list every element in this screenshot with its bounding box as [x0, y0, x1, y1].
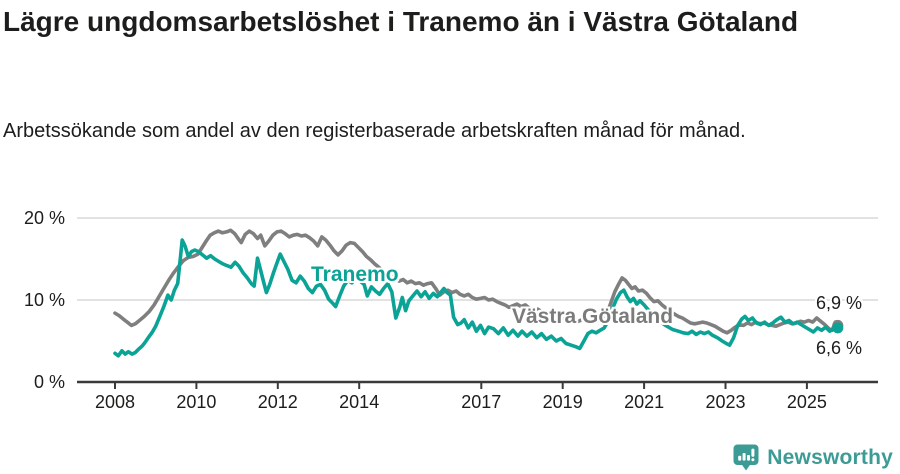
series-label-vastra-gotaland: Västra Götaland — [512, 305, 674, 328]
logo-exclamation-dot — [751, 458, 755, 462]
y-tick-label: 10 % — [23, 290, 65, 310]
x-tick-label: 2019 — [542, 392, 583, 412]
end-value-label-tranemo: 6,6 % — [815, 338, 862, 358]
brand-footer: Newsworthy — [733, 444, 893, 471]
x-tick-label: 2021 — [624, 392, 665, 412]
series-line-tranemo — [113, 238, 840, 358]
logo-bar-2 — [742, 453, 746, 461]
x-tick-label: 2014 — [339, 392, 380, 412]
end-dot-tranemo — [832, 322, 844, 334]
series-line-v-stra-g-taland — [113, 228, 840, 335]
x-tick-label: 2010 — [176, 392, 217, 412]
page-title: Lägre ungdomsarbetslöshet i Tranemo än i… — [3, 6, 799, 37]
logo-bar-1 — [738, 455, 742, 461]
brand-name: Newsworthy — [767, 445, 893, 469]
chart-subtitle: Arbetssökande som andel av den registerb… — [3, 120, 746, 142]
y-tick-label: 20 % — [23, 208, 65, 228]
logo-bar-3 — [747, 455, 751, 461]
x-tick-label: 2025 — [786, 392, 827, 412]
x-tick-label: 2017 — [461, 392, 502, 412]
x-tick-label: 2012 — [257, 392, 298, 412]
logo-exclamation-line — [751, 448, 755, 457]
newsworthy-logo-icon — [733, 444, 759, 471]
x-tick-label: 2023 — [705, 392, 746, 412]
end-value-label-vastra-gotaland: 6,9 % — [815, 293, 862, 313]
logo-pin-shape — [733, 444, 759, 471]
series-label-tranemo: Tranemo — [311, 263, 399, 286]
x-tick-label: 2008 — [94, 392, 136, 412]
y-tick-label: 0 % — [33, 372, 65, 392]
